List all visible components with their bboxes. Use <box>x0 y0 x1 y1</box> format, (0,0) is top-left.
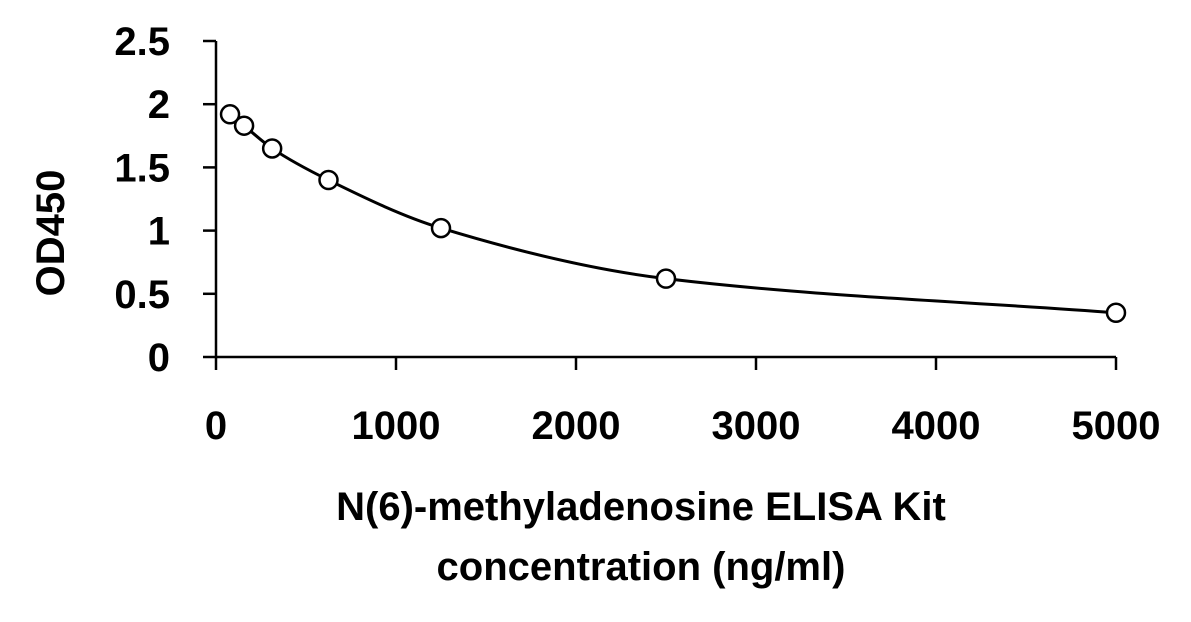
x-tick-label: 4000 <box>892 404 981 448</box>
y-axis-ticks: 0 0.5 1 1.5 2 2.5 <box>114 20 216 380</box>
y-tick-label: 2 <box>148 83 170 127</box>
data-point <box>318 169 339 191</box>
x-axis-title-line-2: concentration (ng/ml) <box>437 545 846 589</box>
data-point <box>430 217 452 239</box>
y-axis-title: OD450 <box>29 170 73 297</box>
y-tick-label: 1 <box>148 210 170 254</box>
x-tick-label: 3000 <box>712 404 801 448</box>
x-axis-ticks: 0 1000 2000 3000 4000 5000 <box>205 357 1161 448</box>
axes <box>214 41 1116 359</box>
y-tick-label: 0.5 <box>114 273 170 317</box>
data-point <box>219 104 241 125</box>
y-tick-label: 2.5 <box>114 20 170 64</box>
y-tick-label: 0 <box>148 336 170 380</box>
x-axis-title-line-1: N(6)-methyladenosine ELISA Kit <box>336 485 946 529</box>
data-point <box>1105 302 1127 324</box>
x-tick-label: 1000 <box>352 404 441 448</box>
x-tick-label: 0 <box>205 404 227 448</box>
data-points <box>219 104 1127 324</box>
data-point <box>233 115 255 136</box>
data-point <box>655 268 677 289</box>
x-tick-label: 5000 <box>1072 404 1161 448</box>
x-tick-label: 2000 <box>532 404 621 448</box>
y-tick-label: 1.5 <box>114 146 170 190</box>
data-point <box>261 138 283 159</box>
